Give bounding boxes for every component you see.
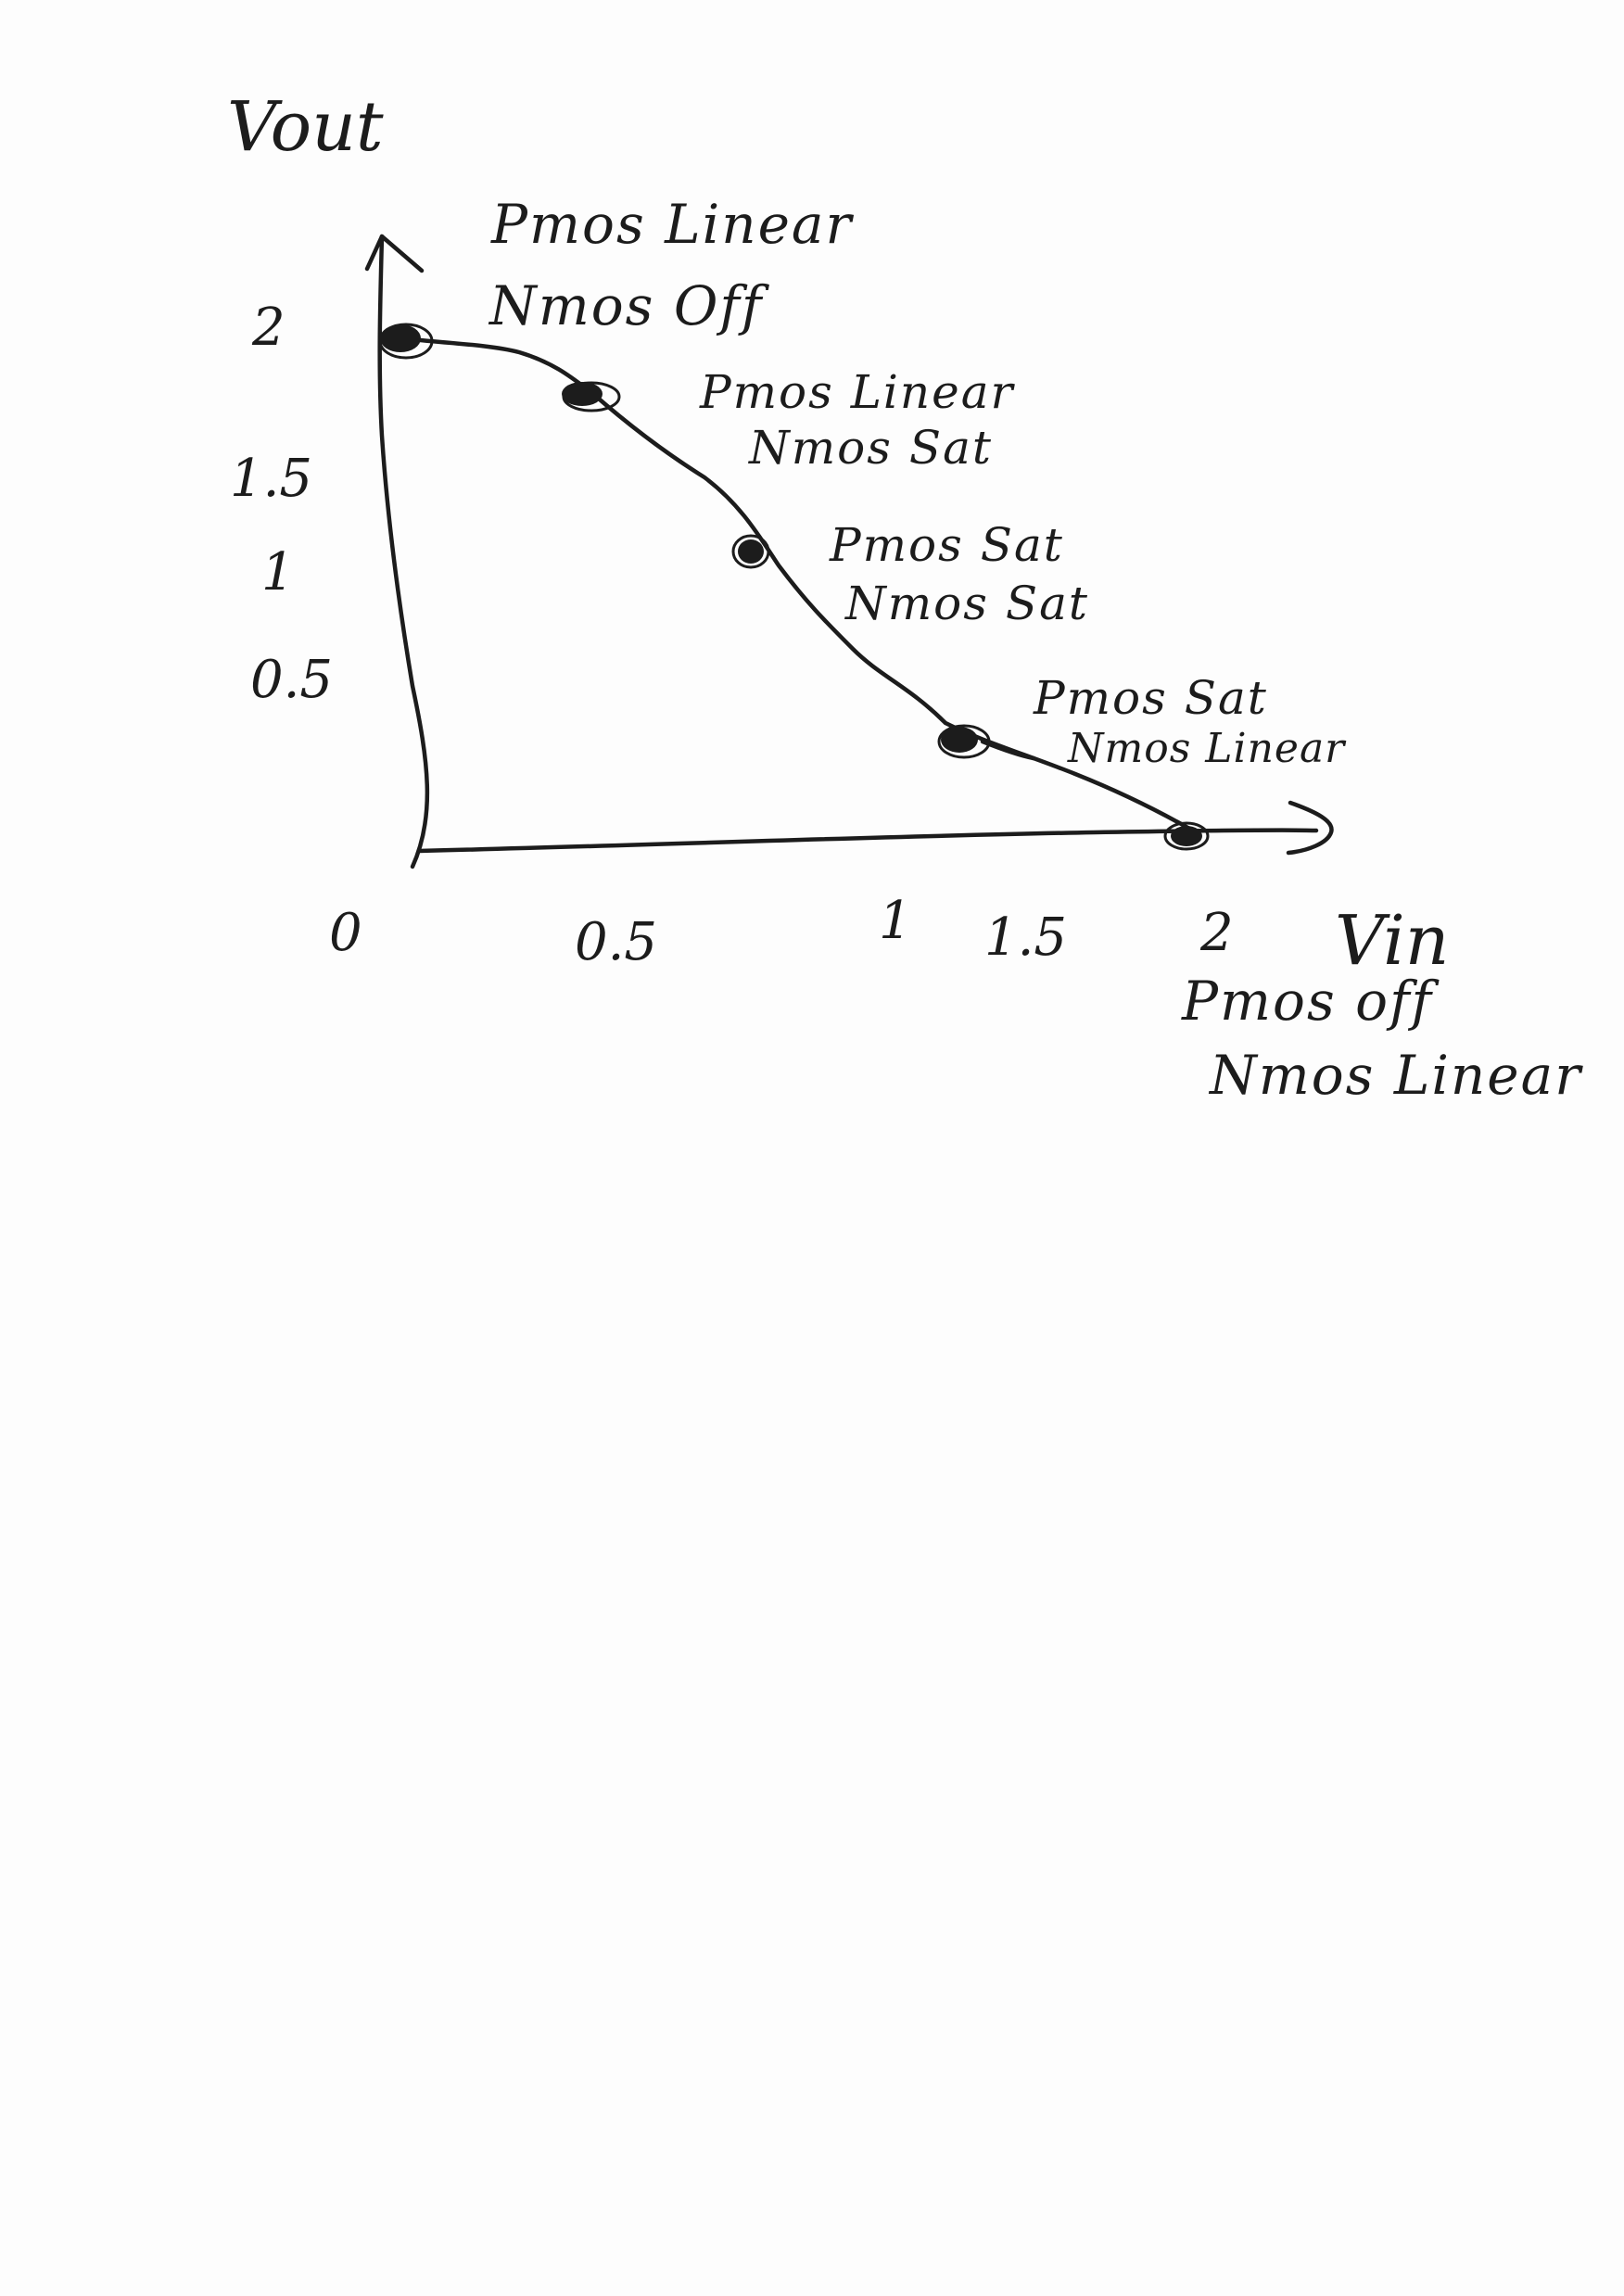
curve-tail [980, 739, 1036, 761]
annotation-nmos-state: Nmos Sat [844, 577, 1089, 630]
annotation-pmos-state: Pmos Sat [829, 518, 1064, 572]
x-tick-label: 2 [1199, 903, 1234, 963]
annotation-pmos-state: Pmos Linear [699, 365, 1016, 419]
marker-point-5 [1163, 821, 1210, 851]
annotation-nmos-state: Nmos Sat [748, 421, 993, 475]
annotation-nmos-state: Nmos Linear [1067, 725, 1347, 772]
region-annotation-1: Pmos Linear Nmos Off [488, 193, 854, 337]
marker-point-1 [378, 323, 434, 360]
region-annotation-3: Pmos Sat Nmos Sat [829, 518, 1089, 630]
marker-point-4 [937, 724, 991, 759]
annotation-pmos-state: Pmos off [1181, 970, 1440, 1033]
x-tick-label: 1.5 [984, 907, 1067, 968]
y-axis-title: Vout [227, 87, 384, 167]
y-tick-label: 1.5 [230, 449, 312, 509]
annotation-pmos-state: Pmos Linear [490, 193, 854, 256]
annotation-pmos-state: Pmos Sat [1033, 671, 1268, 725]
region-annotation-2: Pmos Linear Nmos Sat [699, 365, 1016, 475]
x-tick-label: 0.5 [575, 912, 657, 972]
marker-point-2 [562, 381, 621, 412]
y-tick-label: 2 [251, 298, 285, 358]
y-axis-arrowhead [364, 234, 425, 273]
x-axis-title: Vin [1335, 901, 1449, 981]
x-tick-label: 1 [879, 891, 912, 951]
transfer-curve [398, 336, 1194, 832]
region-annotation-4: Pmos Sat Nmos Linear [1033, 671, 1347, 772]
region-annotation-5: Pmos off Nmos Linear [1181, 970, 1583, 1107]
annotation-nmos-state: Nmos Linear [1208, 1044, 1583, 1107]
annotation-nmos-state: Nmos Off [488, 274, 770, 337]
y-tick-label: 0.5 [250, 650, 333, 710]
x-axis-arrowhead [1286, 800, 1334, 856]
x-tick-label: 0 [329, 903, 362, 963]
x-axis-line [416, 828, 1319, 854]
y-tick-label: 1 [261, 542, 295, 603]
marker-point-3 [731, 534, 770, 569]
